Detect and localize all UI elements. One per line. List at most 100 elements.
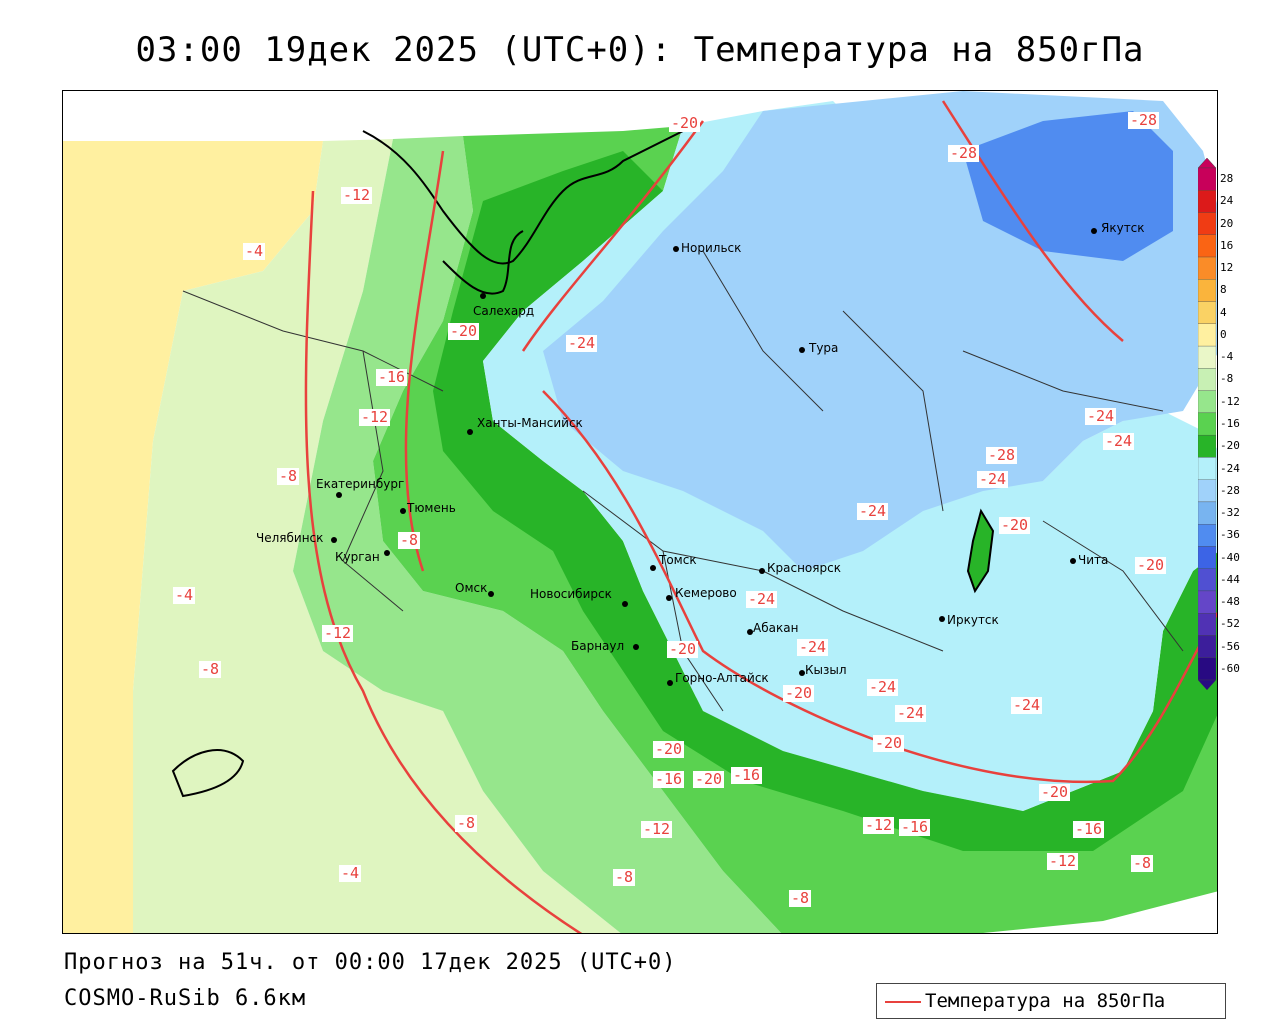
colorbar-swatch bbox=[1198, 635, 1216, 658]
city-dot bbox=[1070, 558, 1076, 564]
colorbar-swatch bbox=[1198, 613, 1216, 636]
colorbar-swatch bbox=[1198, 368, 1216, 391]
isotherm-label: -16 bbox=[1073, 820, 1105, 838]
isotherm-label: -8 bbox=[277, 467, 300, 485]
isotherm-label: -20 bbox=[873, 734, 905, 752]
colorbar-tick-label: -32 bbox=[1220, 506, 1240, 520]
city-dot bbox=[331, 537, 337, 543]
colorbar-tick-label: -20 bbox=[1220, 439, 1240, 453]
coastline-gulf bbox=[442, 230, 524, 295]
isotherm-label: -24 bbox=[746, 590, 778, 608]
forecast-info: Прогноз на 51ч. от 00:00 17дек 2025 (UTC… bbox=[64, 950, 677, 975]
city-label: Екатеринбург bbox=[316, 477, 405, 491]
city-label: Салехард bbox=[473, 304, 535, 318]
colorbar-swatch bbox=[1198, 434, 1216, 458]
isotherm-label: -24 bbox=[977, 470, 1009, 488]
city-dot bbox=[747, 629, 753, 635]
isotherm-label: -12 bbox=[359, 408, 391, 426]
colorbar-swatch bbox=[1198, 345, 1216, 369]
isotherm-label: -28 bbox=[948, 144, 980, 162]
city-dot bbox=[467, 429, 473, 435]
isotherm-label: -24 bbox=[797, 638, 829, 656]
isotherm-label: -12 bbox=[641, 820, 673, 838]
colorbar-tick-label: -8 bbox=[1220, 372, 1234, 386]
city-label: Красноярск bbox=[767, 561, 841, 575]
legend-label: Температура на 850гПа bbox=[925, 990, 1166, 1012]
city-dot bbox=[667, 680, 673, 686]
isotherm-label: -24 bbox=[857, 502, 889, 520]
colorbar-tick-label: -56 bbox=[1220, 639, 1240, 653]
isotherm-label: -20 bbox=[448, 322, 480, 340]
colorbar-tick-label: 20 bbox=[1220, 216, 1234, 230]
lake-balkhash bbox=[171, 749, 245, 798]
colorbar-swatch bbox=[1198, 167, 1216, 191]
isotherm-label: -16 bbox=[376, 368, 408, 386]
isotherm-label: -12 bbox=[863, 816, 895, 834]
isotherm-label: -24 bbox=[1085, 407, 1117, 425]
isotherm-label: -8 bbox=[455, 814, 478, 832]
city-label: Абакан bbox=[753, 621, 799, 635]
city-label: Ханты-Мансийск bbox=[477, 416, 583, 430]
colorbar-tick-label: -48 bbox=[1220, 595, 1240, 609]
isotherm-label: -20 bbox=[1039, 783, 1071, 801]
colorbar-swatch bbox=[1198, 590, 1216, 614]
colorbar-tick-label: 16 bbox=[1220, 238, 1234, 252]
city-label: Омск bbox=[455, 581, 488, 595]
colorbar-arrow-top bbox=[1198, 158, 1216, 169]
zone-dark-green bbox=[433, 151, 1217, 851]
city-label: Чита bbox=[1078, 553, 1109, 567]
colorbar-swatch bbox=[1198, 568, 1216, 592]
colorbar-tick-label: -60 bbox=[1220, 661, 1240, 675]
city-label: Кемерово bbox=[675, 586, 737, 600]
legend: Температура на 850гПа bbox=[876, 983, 1226, 1019]
zone-warm-yellow bbox=[63, 141, 323, 933]
coastline bbox=[362, 130, 684, 265]
city-label: Томск bbox=[659, 553, 697, 567]
city-label: Барнаул bbox=[571, 639, 625, 653]
colorbar-tick-label: 0 bbox=[1220, 327, 1227, 341]
isotherm-label: -20 bbox=[693, 770, 725, 788]
colorbar-tick-label: -44 bbox=[1220, 572, 1240, 586]
isotherm-label: -24 bbox=[895, 704, 927, 722]
colorbar-swatch bbox=[1198, 524, 1216, 547]
colorbar-swatch bbox=[1198, 546, 1216, 569]
isotherm-label: -20 bbox=[653, 740, 685, 758]
isotherm-label: -12 bbox=[322, 624, 354, 642]
isotherm-label: -20 bbox=[783, 684, 815, 702]
colorbar-swatch bbox=[1198, 657, 1216, 681]
colorbar-tick-label: -28 bbox=[1220, 483, 1240, 497]
city-label: Кызыл bbox=[805, 663, 847, 677]
city-dot bbox=[633, 644, 639, 650]
city-dot bbox=[336, 492, 342, 498]
city-dot bbox=[759, 568, 765, 574]
isotherm-label: -8 bbox=[789, 889, 812, 907]
city-label: Иркутск bbox=[947, 613, 999, 627]
isotherm-label: -16 bbox=[899, 818, 931, 836]
colorbar-tick-label: 12 bbox=[1220, 261, 1234, 275]
city-dot bbox=[1091, 228, 1097, 234]
isotherm-label: -16 bbox=[731, 766, 763, 784]
city-dot bbox=[666, 595, 672, 601]
isotherm-label: -20 bbox=[1135, 556, 1167, 574]
isotherm-label: -28 bbox=[986, 446, 1018, 464]
city-dot bbox=[673, 246, 679, 252]
colorbar-swatch bbox=[1198, 234, 1216, 258]
city-label: Норильск bbox=[681, 241, 742, 255]
isotherm-label: -8 bbox=[1131, 854, 1154, 872]
city-dot bbox=[799, 670, 805, 676]
temperature-map[interactable]: Норильск Салехард Тура Якутск Ханты-Манс… bbox=[62, 90, 1218, 934]
colorbar-swatch bbox=[1198, 212, 1216, 235]
map-canvas bbox=[63, 91, 1217, 933]
colorbar-arrow-bottom bbox=[1198, 679, 1216, 690]
city-dot bbox=[939, 616, 945, 622]
isotherm-label: -24 bbox=[566, 334, 598, 352]
colorbar-tick-label: 4 bbox=[1220, 305, 1227, 319]
colorbar-swatch bbox=[1198, 501, 1216, 525]
city-dot bbox=[384, 550, 390, 556]
colorbar-swatch bbox=[1198, 190, 1216, 213]
city-label: Тура bbox=[809, 341, 839, 355]
city-dot bbox=[799, 347, 805, 353]
colorbar-swatch bbox=[1198, 256, 1216, 280]
city-label: Тюмень bbox=[407, 501, 456, 515]
city-label: Горно-Алтайск bbox=[675, 671, 769, 685]
